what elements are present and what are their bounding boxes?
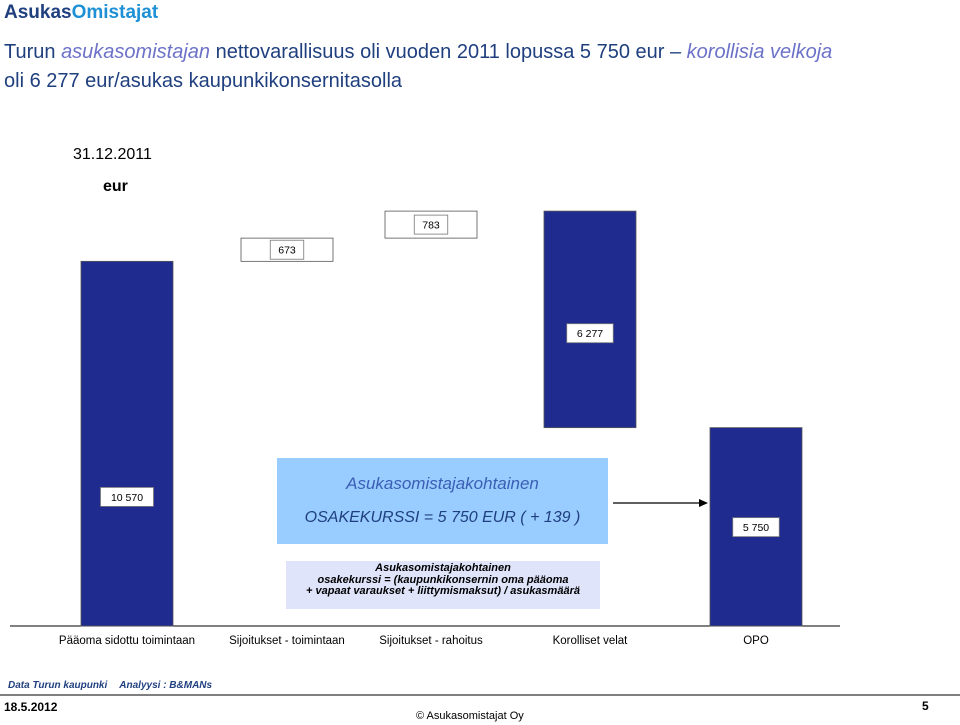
footer-source: Data Turun kaupunki Analyysi : B&MANs <box>8 680 224 691</box>
formula-explanation-box: Asukasomistajakohtainen osakekurssi = (k… <box>286 561 600 609</box>
infobox-formula: OSAKEKURSSI = 5 750 EUR ( + 139 ) <box>304 509 581 526</box>
formula-line-3: + vapaat varaukset + liittymismaksut) / … <box>306 585 580 597</box>
data-label-box <box>413 214 449 235</box>
bar <box>543 210 637 429</box>
bar <box>80 260 174 627</box>
footer-copyright: © Asukasomistajat Oy <box>416 710 524 722</box>
logo-text-accent: Omistajat <box>71 2 159 23</box>
title-text-1: Turun <box>4 41 62 63</box>
category-label: OPO <box>743 635 769 647</box>
title-text-2: asukasomistajan <box>61 41 211 63</box>
infobox-title: Asukasomistajakohtainen <box>346 474 539 493</box>
title-text-5: oli 6 277 eur/asukas <box>4 70 184 92</box>
data-label: 10 570 <box>111 492 143 504</box>
app-logo: AsukasOmistajat <box>4 2 158 24</box>
data-label: 783 <box>422 220 440 232</box>
formula-line-2: osakekurssi = (kaupunkikonsernin oma pää… <box>317 573 569 586</box>
chart-unit: eur <box>103 178 128 195</box>
share-price-infobox: Asukasomistajakohtainen OSAKEKURSSI = 5 … <box>277 458 608 544</box>
data-label-box <box>566 323 614 344</box>
category-label: Pääoma sidottu toimintaan <box>59 635 195 647</box>
footer-analysis-text: Analyysi : B&MANs <box>119 680 213 691</box>
title-text-3: nettovarallisuus oli vuoden 2011 lopussa… <box>210 41 687 63</box>
data-label-box <box>100 487 154 507</box>
category-label: Korolliset velat <box>553 635 629 647</box>
data-label-box <box>269 239 305 260</box>
data-label: 5 750 <box>743 522 769 534</box>
footer-source-text: Data Turun kaupunki <box>8 680 108 691</box>
data-label: 6 277 <box>577 328 603 340</box>
category-label: Sijoitukset - toimintaan <box>229 635 345 647</box>
slide-title: Turun asukasomistajan nettovarallisuus o… <box>4 38 954 96</box>
title-text-4: korollisia velkoja <box>686 41 833 63</box>
data-label-box <box>732 517 780 538</box>
footer-date: 18.5.2012 <box>4 700 58 714</box>
category-label: Sijoitukset - rahoitus <box>379 635 483 647</box>
title-text-6: kaupunkikonsernitasolla <box>183 70 403 92</box>
arrow-head-icon <box>699 499 708 507</box>
formula-line-1: Asukasomistajakohtainen <box>375 562 511 574</box>
page-number: 5 <box>922 699 929 713</box>
data-label: 673 <box>278 245 296 257</box>
chart-date: 31.12.2011 <box>73 146 152 163</box>
logo-text: Asukas <box>4 2 72 23</box>
footer-divider <box>0 694 960 696</box>
